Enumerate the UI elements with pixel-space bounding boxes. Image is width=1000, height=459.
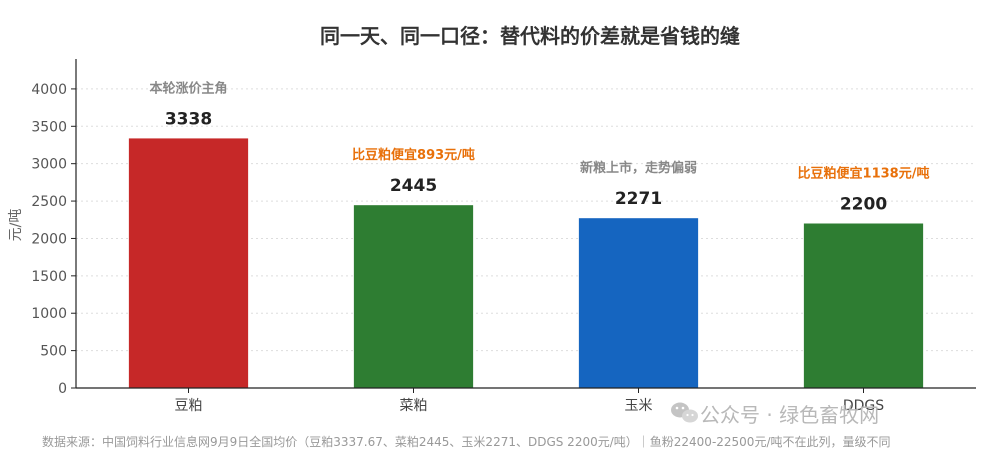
x-tick-label: 豆粕 — [175, 398, 203, 414]
bar-value-label: 2445 — [390, 176, 437, 196]
y-tick-label: 2000 — [31, 231, 67, 247]
y-tick-label: 3500 — [31, 119, 67, 135]
watermark: 公众号 · 绿色畜牧网 — [671, 402, 879, 427]
y-axis-ticks: 0 500 1000 1500 2000 2500 3000 3500 4000 — [31, 82, 76, 397]
bar-labels: 3338 本轮涨价主角 2445 比豆粕便宜893元/吨 2271 新粮上市，走势偏弱 22… — [149, 80, 929, 214]
bar — [803, 223, 924, 388]
wechat-icon — [671, 402, 698, 423]
y-tick-label: 2500 — [31, 194, 67, 210]
y-tick-label: 1000 — [31, 306, 67, 322]
x-tick-label: DDGS — [843, 398, 884, 414]
bar — [578, 218, 699, 388]
y-tick-label: 1500 — [31, 269, 67, 285]
bars — [128, 138, 924, 388]
bar-annotation: 比豆粕便宜893元/吨 — [352, 147, 475, 163]
y-axis-label: 元/吨 — [8, 209, 24, 242]
y-tick-label: 3000 — [31, 157, 67, 173]
footer-source: 数据来源：中国饲料行业信息网9月9日全国均价（豆粕3337.67、菜粕2445、… — [42, 434, 891, 449]
bar-annotation: 比豆粕便宜1138元/吨 — [798, 166, 930, 182]
y-tick-label: 4000 — [31, 82, 67, 98]
bar-value-label: 3338 — [165, 109, 212, 129]
bar — [353, 205, 474, 388]
bar-annotation: 新粮上市，走势偏弱 — [580, 160, 697, 176]
bar-value-label: 2200 — [840, 195, 887, 215]
y-tick-label: 500 — [40, 344, 67, 360]
watermark-text: 公众号 · 绿色畜牧网 — [700, 403, 879, 427]
bar-value-label: 2271 — [615, 189, 662, 209]
chart-title: 同一天、同一口径：替代料的价差就是省钱的缝 — [320, 24, 740, 48]
x-tick-label: 玉米 — [625, 398, 653, 414]
bar-annotation: 本轮涨价主角 — [149, 80, 227, 96]
x-axis-ticks: 豆粕 菜粕 玉米 DDGS — [175, 388, 884, 414]
y-tick-label: 0 — [58, 381, 67, 397]
x-tick-label: 菜粕 — [400, 398, 428, 414]
bar — [128, 138, 249, 388]
